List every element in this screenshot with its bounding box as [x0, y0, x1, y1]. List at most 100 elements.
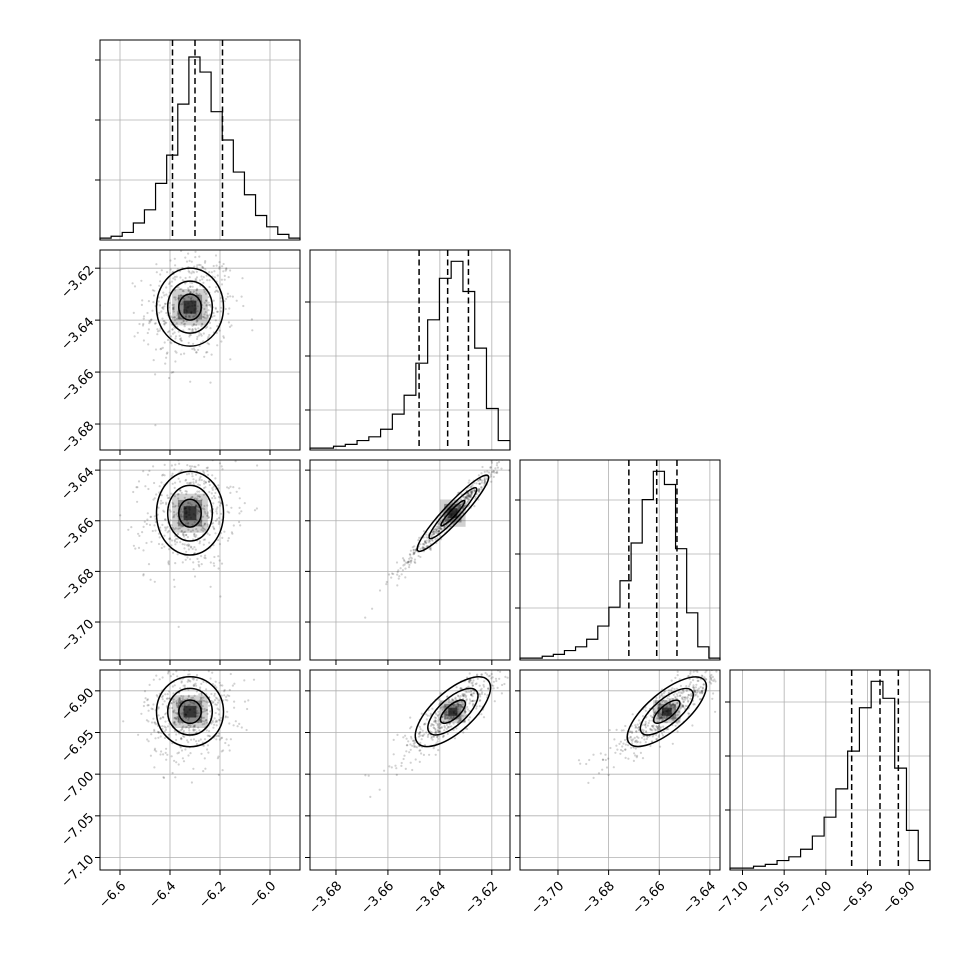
sample-point — [214, 532, 217, 535]
sample-point — [187, 289, 190, 292]
sample-point — [692, 703, 695, 706]
sample-point — [635, 756, 638, 759]
sample-point — [229, 269, 232, 272]
sample-point — [672, 698, 675, 701]
sample-point — [146, 473, 150, 476]
sample-point — [452, 716, 455, 719]
sample-point — [470, 699, 474, 703]
sample-point — [173, 468, 176, 471]
sample-point — [615, 744, 618, 747]
sample-point — [418, 536, 421, 540]
sample-point — [483, 477, 486, 481]
sample-point — [710, 682, 713, 685]
sample-point — [614, 751, 617, 754]
sample-point — [183, 547, 186, 550]
sample-point — [172, 711, 175, 714]
sample-point — [220, 736, 224, 739]
sample-point — [662, 725, 665, 728]
sample-point — [450, 725, 453, 728]
sample-point — [158, 536, 161, 539]
sample-point — [430, 723, 433, 726]
sample-point — [680, 705, 683, 708]
sample-point — [650, 728, 653, 731]
sample-point — [216, 289, 219, 292]
sample-point — [150, 318, 153, 321]
sample-point — [409, 761, 412, 764]
x-tick-label: −7.05 — [755, 879, 794, 918]
sample-point — [436, 527, 440, 530]
sample-point — [385, 580, 388, 584]
sample-point — [652, 724, 655, 727]
y-tick-label: −3.62 — [59, 263, 98, 302]
sample-point — [232, 524, 235, 527]
sample-point — [438, 724, 441, 728]
sample-point — [487, 687, 490, 690]
sample-point — [206, 446, 208, 448]
sample-point — [436, 740, 439, 743]
sample-point — [390, 766, 393, 769]
sample-point — [175, 700, 178, 703]
sample-point — [693, 691, 696, 694]
sample-point — [414, 758, 417, 761]
sample-point — [171, 771, 174, 775]
sample-point — [170, 342, 173, 345]
sample-point — [639, 751, 643, 755]
sample-point — [179, 508, 182, 511]
sample-point — [409, 559, 412, 562]
sample-point — [169, 315, 172, 318]
sample-point — [243, 502, 246, 505]
contour-level-0 — [178, 699, 202, 725]
sample-point — [443, 526, 446, 529]
sample-point — [437, 530, 440, 533]
sample-point — [477, 474, 480, 477]
sample-point — [434, 732, 437, 735]
sample-point — [458, 703, 461, 706]
sample-point — [235, 490, 238, 493]
sample-point — [417, 554, 420, 558]
sample-point — [147, 563, 151, 566]
sample-point — [736, 652, 738, 654]
sample-point — [470, 693, 473, 696]
sample-point — [461, 706, 464, 709]
sample-point — [412, 742, 415, 745]
sample-point — [201, 716, 204, 720]
sample-point — [679, 691, 683, 694]
sample-point — [634, 754, 637, 757]
sample-point — [141, 324, 145, 327]
sample-point — [189, 297, 192, 300]
sample-point — [694, 686, 698, 689]
sample-point — [451, 698, 454, 702]
sample-point — [419, 728, 422, 731]
sample-point — [223, 694, 226, 697]
sample-point — [192, 729, 195, 732]
sample-point — [392, 753, 395, 756]
sample-point — [435, 713, 438, 716]
sample-point — [493, 471, 496, 474]
sample-point — [221, 536, 224, 540]
sample-point — [495, 679, 498, 683]
sample-point — [612, 766, 615, 769]
sample-point — [661, 700, 664, 703]
sample-point — [668, 698, 671, 701]
sample-point — [467, 498, 470, 501]
sample-point — [198, 334, 201, 337]
sample-point — [178, 317, 181, 320]
sample-point — [246, 707, 249, 711]
sample-point — [148, 319, 151, 323]
sample-point — [497, 460, 501, 464]
sample-point — [147, 343, 150, 346]
sample-point — [164, 645, 166, 647]
sample-point — [216, 310, 219, 313]
sample-point — [208, 285, 211, 289]
sample-point — [679, 694, 682, 697]
sample-point — [208, 333, 211, 337]
sample-point — [689, 681, 692, 684]
sample-point — [176, 712, 179, 715]
sample-point — [400, 573, 403, 576]
sample-point — [155, 694, 158, 697]
sample-point — [687, 693, 691, 697]
sample-point — [424, 539, 427, 543]
sample-point — [174, 711, 177, 715]
sample-point — [152, 301, 155, 304]
sample-point — [438, 530, 441, 533]
